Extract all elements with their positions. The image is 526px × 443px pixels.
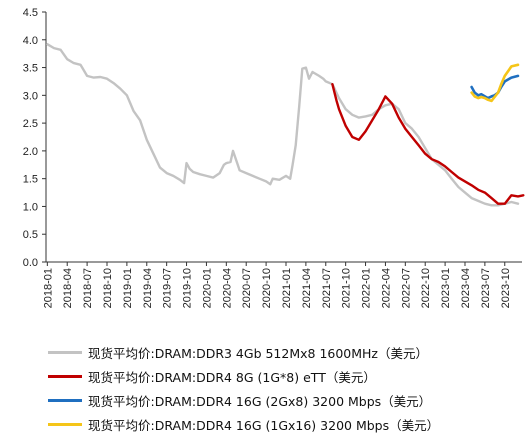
legend: 现货平均价:DRAM:DDR3 4Gb 512Mx8 1600MHz（美元） 现… bbox=[48, 340, 439, 436]
x-tick-label: 2022-10 bbox=[420, 268, 432, 308]
y-tick-label: 4.0 bbox=[23, 35, 38, 47]
x-tick-label: 2019-07 bbox=[162, 268, 174, 308]
legend-item-ddr4-16g-2gx8: 现货平均价:DRAM:DDR4 16G (2Gx8) 3200 Mbps（美元） bbox=[48, 388, 439, 412]
x-tick-label: 2023-10 bbox=[500, 268, 512, 308]
x-tick-label: 2018-01 bbox=[42, 268, 54, 308]
series-layer bbox=[46, 43, 525, 207]
x-tick-label: 2019-01 bbox=[122, 268, 134, 308]
y-tick-label: 3.5 bbox=[23, 63, 38, 75]
y-tick-label: 0.5 bbox=[23, 229, 38, 241]
legend-label-ddr4-8g: 现货平均价:DRAM:DDR4 8G (1G*8) eTT（美元） bbox=[88, 369, 376, 385]
x-tick-label: 2023-07 bbox=[480, 268, 492, 308]
x-tick-label: 2022-04 bbox=[380, 268, 392, 308]
x-tick-label: 2021-01 bbox=[281, 268, 293, 308]
x-tick-label: 2022-07 bbox=[400, 268, 412, 308]
x-tick-label: 2021-04 bbox=[301, 268, 313, 308]
x-tick-label: 2021-10 bbox=[341, 268, 353, 308]
x-tick-label: 2020-01 bbox=[201, 268, 213, 308]
x-tick-label: 2022-01 bbox=[361, 268, 373, 308]
legend-label-ddr4-16g-1gx16: 现货平均价:DRAM:DDR4 16G (1Gx16) 3200 Mbps（美元… bbox=[88, 417, 440, 433]
legend-swatch-ddr4-8g bbox=[48, 374, 82, 378]
y-tick-label: 1.0 bbox=[23, 201, 38, 213]
x-tick-label: 2018-10 bbox=[102, 268, 114, 308]
x-tick-label: 2023-04 bbox=[460, 268, 472, 308]
x-tick-label: 2018-04 bbox=[62, 268, 74, 308]
y-tick-label: 2.5 bbox=[23, 118, 38, 130]
legend-label-ddr4-16g-2gx8: 现货平均价:DRAM:DDR4 16G (2Gx8) 3200 Mbps（美元） bbox=[88, 393, 432, 409]
x-tick-label: 2020-10 bbox=[261, 268, 273, 308]
x-tick-label: 2018-07 bbox=[82, 268, 94, 308]
x-tick-label: 2023-01 bbox=[440, 268, 452, 308]
x-axis: 2018-01 2018-04 2018-07 2018-10 2019-01 2019-… bbox=[42, 261, 522, 308]
x-tick-label: 2020-04 bbox=[221, 268, 233, 308]
series-line-ddr4-16g-2gx8 bbox=[470, 74, 520, 100]
y-axis: 0.0 0.5 1.0 1.5 2.0 2.5 3.0 3.5 4.0 4.5 bbox=[23, 7, 47, 269]
series-line-ddr3-4gb bbox=[46, 43, 520, 207]
series-line-ddr4-16g-1gx16 bbox=[470, 63, 520, 103]
y-tick-label: 2.0 bbox=[23, 146, 38, 158]
y-tick-label: 4.5 bbox=[23, 7, 38, 19]
legend-label-ddr3-4gb: 现货平均价:DRAM:DDR3 4Gb 512Mx8 1600MHz（美元） bbox=[88, 345, 428, 361]
y-tick-label: 1.5 bbox=[23, 174, 38, 186]
x-tick-label: 2019-04 bbox=[142, 268, 154, 308]
x-tick-label: 2019-10 bbox=[182, 268, 194, 308]
legend-swatch-ddr4-16g-1gx16 bbox=[48, 422, 82, 426]
line-chart: 0.00.51.01.52.02.53.03.54.04.5 2018-01 20… bbox=[23, 7, 525, 308]
series-line-ddr4-8g bbox=[331, 83, 525, 205]
legend-swatch-ddr3-4gb bbox=[48, 350, 82, 354]
x-tick-label: 2020-07 bbox=[241, 268, 253, 308]
y-tick-label: 3.0 bbox=[23, 90, 38, 102]
x-tick-label: 2021-07 bbox=[321, 268, 333, 308]
legend-item-ddr4-16g-1gx16: 现货平均价:DRAM:DDR4 16G (1Gx16) 3200 Mbps（美元… bbox=[48, 412, 439, 436]
legend-item-ddr3-4gb: 现货平均价:DRAM:DDR3 4Gb 512Mx8 1600MHz（美元） bbox=[48, 340, 439, 364]
y-tick-label: 0.0 bbox=[23, 257, 38, 269]
legend-swatch-ddr4-16g-2gx8 bbox=[48, 398, 82, 402]
legend-item-ddr4-8g: 现货平均价:DRAM:DDR4 8G (1G*8) eTT（美元） bbox=[48, 364, 439, 388]
